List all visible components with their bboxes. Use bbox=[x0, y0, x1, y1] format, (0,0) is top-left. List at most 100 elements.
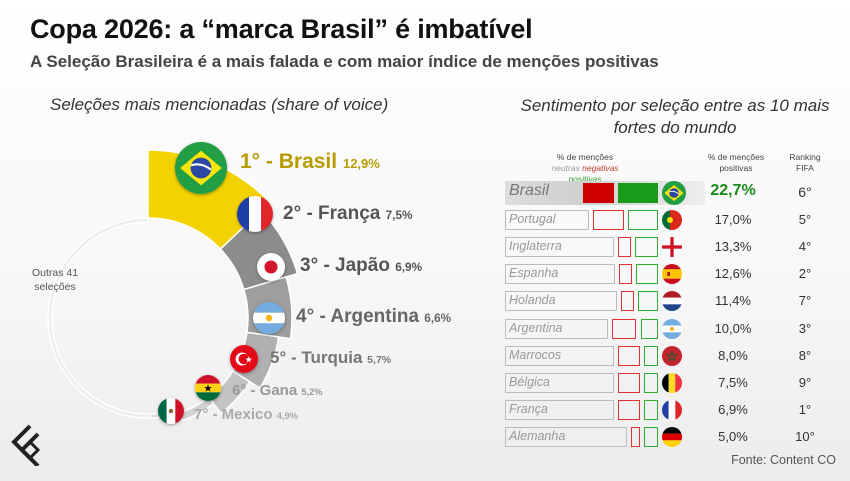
table-row: Holanda 11,4% 7° bbox=[505, 289, 835, 313]
rank-label-value: 5,7% bbox=[367, 354, 392, 366]
table-row: Alemanha 5,0% 10° bbox=[505, 425, 835, 449]
fifa-rank-value: 8° bbox=[798, 347, 812, 363]
rank-label-value: 4,9% bbox=[276, 411, 298, 421]
positive-bar bbox=[640, 318, 658, 339]
argentina-flag-icon bbox=[662, 318, 682, 339]
share-of-voice-heading: Seleções mais mencionadas (share of voic… bbox=[50, 95, 389, 114]
positive-bar bbox=[644, 372, 658, 393]
england-flag-icon bbox=[662, 237, 682, 258]
fifa-rank-value: 1° bbox=[798, 401, 812, 417]
table-row: Argentina 10,0% 3° bbox=[505, 317, 835, 341]
rank-label-value: 6,9% bbox=[395, 261, 423, 274]
team-name: Espanha bbox=[509, 266, 559, 281]
negative-bar bbox=[618, 264, 632, 285]
neutral-legend: neutras bbox=[551, 163, 580, 173]
france-flag-icon bbox=[237, 196, 273, 232]
rank-label-5: 5° - Turquia 5,7% bbox=[270, 348, 391, 368]
rank-label-value: 5,2% bbox=[301, 387, 323, 397]
morocco-flag-icon bbox=[662, 345, 682, 366]
argentina-flag-icon bbox=[253, 302, 285, 334]
table-row: Espanha 12,6% 2° bbox=[505, 262, 835, 286]
rank-label-text: 6° - Gana bbox=[232, 382, 302, 399]
negative-legend: negativas bbox=[582, 163, 619, 173]
negative-bar bbox=[618, 372, 640, 393]
rank-label-text: 3° - Japão bbox=[300, 255, 396, 276]
positive-bar bbox=[644, 399, 658, 420]
team-name: Alemanha bbox=[509, 428, 566, 443]
fifa-rank-value: 3° bbox=[798, 320, 812, 336]
team-name: França bbox=[509, 401, 548, 416]
neutral-bar bbox=[505, 372, 614, 393]
positive-share-value: 22,7% bbox=[710, 182, 756, 199]
neutral-bar bbox=[505, 426, 628, 447]
rank-label-text: 5° - Turquia bbox=[270, 348, 368, 367]
germany-flag-icon bbox=[662, 426, 682, 447]
fifa-rank-value: 6° bbox=[798, 184, 812, 200]
table-row: França 6,9% 1° bbox=[505, 398, 835, 422]
positive-share-value: 11,4% bbox=[715, 293, 751, 309]
neutral-bar bbox=[505, 345, 614, 366]
source-credit: Fonte: Content CO bbox=[731, 453, 836, 467]
mentions-header-label: % de menções bbox=[556, 152, 614, 162]
table-row: Portugal 17,0% 5° bbox=[505, 208, 835, 232]
content-co-logo-icon bbox=[11, 424, 41, 466]
rank-label-text: 4° - Argentina bbox=[296, 306, 425, 327]
fifa-rank-value: 4° bbox=[798, 239, 812, 255]
positive-bar bbox=[644, 345, 658, 366]
neutral-bar bbox=[505, 318, 609, 339]
portugal-flag-icon bbox=[662, 210, 682, 231]
team-name: Marrocos bbox=[509, 347, 562, 362]
negative-bar bbox=[583, 183, 615, 203]
fifa-rank-value: 10° bbox=[795, 428, 815, 444]
negative-bar bbox=[612, 318, 637, 339]
ghana-flag-icon bbox=[195, 375, 221, 401]
fifa-rank-value: 5° bbox=[798, 212, 812, 228]
positive-bar bbox=[644, 426, 658, 447]
brazil-flag-icon bbox=[662, 181, 686, 205]
neutral-bar bbox=[505, 264, 615, 285]
spain-flag-icon bbox=[662, 264, 682, 285]
rank-label-1: 1° - Brasil 12,9% bbox=[240, 150, 380, 174]
positive-share-value: 5,0% bbox=[718, 428, 748, 444]
rank-label-value: 6,6% bbox=[424, 312, 452, 325]
positive-share-value: 10,0% bbox=[714, 320, 752, 336]
negative-bar bbox=[617, 237, 631, 258]
positive-share-value: 7,5% bbox=[718, 374, 748, 390]
positive-share-header: % de menções positivas bbox=[707, 152, 765, 173]
team-name: Inglaterra bbox=[509, 239, 562, 254]
negative-bar bbox=[631, 426, 640, 447]
page-title: Copa 2026: a “marca Brasil” é imbatível bbox=[30, 14, 533, 44]
negative-bar bbox=[593, 210, 625, 231]
france-flag-icon bbox=[662, 399, 682, 420]
positive-share-value: 6,9% bbox=[718, 401, 748, 417]
donut-slice-outras-41-sele-es bbox=[47, 217, 151, 419]
team-name: Argentina bbox=[509, 320, 563, 335]
neutral-bar bbox=[505, 399, 614, 420]
others-label: Outras 41 seleções bbox=[31, 267, 79, 293]
negative-bar bbox=[618, 399, 640, 420]
fifa-rank-value: 7° bbox=[798, 293, 812, 309]
positive-bar bbox=[628, 210, 658, 231]
rank-label-text: 1° - Brasil bbox=[240, 150, 343, 173]
table-row: Marrocos 8,0% 8° bbox=[505, 344, 835, 368]
rank-label-text: 2° - França bbox=[283, 203, 386, 224]
team-name: Holanda bbox=[509, 293, 556, 308]
team-name: Bélgica bbox=[509, 374, 550, 389]
rank-label-2: 2° - França 7,5% bbox=[283, 203, 412, 225]
mexico-flag-icon bbox=[158, 398, 184, 424]
neutral-bar bbox=[505, 210, 590, 231]
brazil-flag-icon bbox=[175, 142, 227, 194]
mentions-col-header: % de menções neutras negativas positivas bbox=[540, 152, 630, 185]
positive-bar bbox=[634, 237, 658, 258]
table-row: Brasil 22,7% 6° bbox=[505, 181, 835, 205]
positive-share-value: 17,0% bbox=[714, 212, 752, 228]
positive-share-value: 12,6% bbox=[714, 266, 752, 282]
rank-label-3: 3° - Japão 6,9% bbox=[300, 255, 422, 277]
rank-label-text: 7° - Mexico bbox=[194, 406, 277, 423]
positive-share-value: 13,3% bbox=[714, 239, 752, 255]
rank-label-7: 7° - Mexico 4,9% bbox=[194, 406, 298, 423]
fifa-rank-value: 9° bbox=[798, 374, 812, 390]
page-subtitle: A Seleção Brasileira é a mais falada e c… bbox=[30, 52, 659, 71]
negative-bar bbox=[620, 291, 635, 312]
fifa-ranking-header: Ranking FIFA bbox=[789, 152, 821, 173]
